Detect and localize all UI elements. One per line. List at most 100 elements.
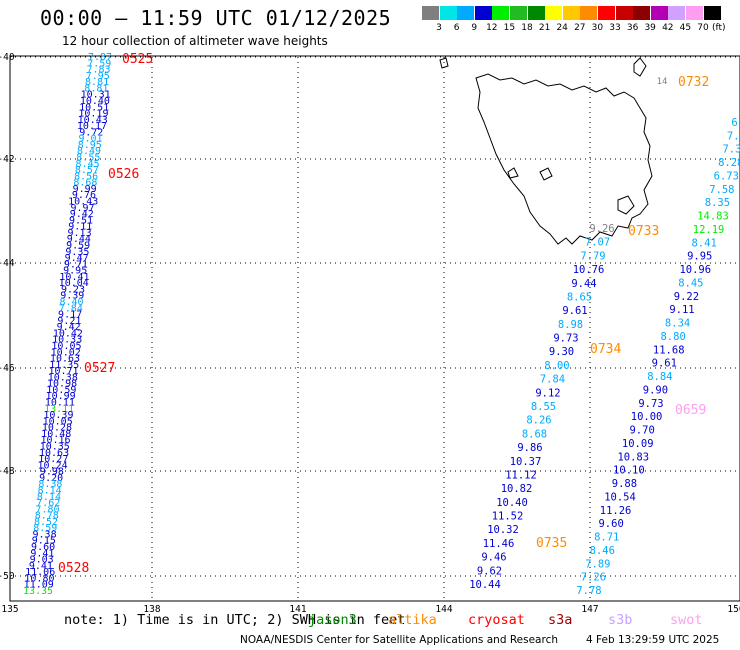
x-tick-label: 135: [1, 604, 18, 615]
swh-value: 10.37: [510, 456, 542, 468]
swh-value: 9.73: [553, 333, 578, 345]
map-title: 00:00 – 11:59 UTC 01/12/2025: [40, 6, 392, 30]
swh-value: 8.78: [35, 511, 59, 522]
swh-value: 9.88: [612, 478, 637, 490]
swh-value: 9.42: [57, 322, 81, 333]
swh-value: 11.06: [25, 567, 55, 578]
swh-value: 11.35: [49, 360, 79, 371]
legend-level: 27: [574, 23, 586, 33]
swh-value: 9.38: [33, 529, 57, 540]
swh-value: 7.84: [59, 303, 83, 314]
swh-value: 10.10: [613, 465, 645, 477]
swh-value: 9.41: [30, 548, 54, 559]
swh-value: 7.35: [722, 144, 740, 156]
x-tick-label: 144: [435, 604, 452, 615]
generated-timestamp: 4 Feb 13:29:59 UTC 2025: [586, 634, 720, 646]
legend-swatch: [580, 6, 598, 20]
swh-value: 10.35: [40, 442, 70, 453]
x-tick-label: 147: [581, 604, 598, 615]
swh-value: 8.57: [75, 165, 99, 176]
swh-value: 9.11: [669, 304, 694, 316]
legend-level: 24: [556, 23, 568, 33]
satellite-label-cryosat: cryosat: [468, 612, 525, 628]
swh-value: 8.35: [705, 197, 730, 209]
swh-value: 9.90: [643, 384, 668, 396]
y-tick-label: -40: [0, 52, 15, 63]
pass-time-label: 0733: [628, 224, 659, 239]
legend-swatch: [633, 6, 651, 20]
swh-value: 7.26: [581, 572, 606, 584]
legend-level: 12: [486, 23, 498, 33]
swh-value: 10.33: [52, 335, 82, 346]
swh-value: 10.02: [51, 347, 81, 358]
swh-value: 9.70: [629, 425, 654, 437]
pass-time-label: 0525: [122, 52, 153, 67]
track-east-top: 14: [657, 77, 668, 87]
swh-value: 10.32: [487, 524, 519, 536]
legend-swatch: [668, 6, 686, 20]
swh-value: 7.07: [585, 237, 610, 249]
swh-value: 10.96: [679, 264, 711, 276]
swh-value: 7.84: [540, 374, 565, 386]
legend-swatch: [457, 6, 475, 20]
swh-value: 7.62: [36, 498, 60, 509]
swh-value: 10.80: [24, 573, 54, 584]
track-west: 7.877.597.837.958.818.8110.3110.4010.511…: [23, 52, 153, 597]
swh-value: 8.84: [647, 371, 672, 383]
legend-level: 45: [679, 23, 692, 33]
swh-value: 10.39: [43, 410, 73, 421]
legend-swatch: [422, 6, 439, 20]
legend-swatch: [474, 6, 492, 20]
y-tick-label: -44: [0, 258, 15, 269]
swh-value: 7.33: [727, 130, 740, 142]
swh-value: 8.55: [76, 153, 100, 164]
legend-level: 15: [503, 23, 516, 33]
legend-swatch: [703, 6, 721, 20]
swh-value: 8.52: [34, 517, 58, 528]
swh-value: 10.42: [53, 328, 83, 339]
pass-time-label: 0527: [84, 361, 115, 376]
swh-value: 9.17: [58, 310, 82, 321]
coast-island: [617, 195, 635, 215]
swh-value: 7.59: [87, 58, 111, 69]
coast-lake: [507, 167, 519, 179]
swh-value: 9.13: [68, 228, 92, 239]
swh-value: 10.09: [622, 438, 654, 450]
swh-value: 9.30: [549, 346, 574, 358]
legend-level: 33: [609, 23, 621, 33]
swh-value: 9.47: [65, 253, 89, 264]
swh-value: 14: [657, 77, 668, 87]
swh-value: 10.27: [38, 454, 68, 465]
swh-value: 9.35: [65, 247, 89, 258]
legend-swatch: [527, 6, 545, 20]
map-frame: [9, 55, 740, 602]
legend-level: 30: [591, 23, 604, 33]
footer-note: note: 1) Time is in UTC; 2) SWH is in fe…: [64, 612, 406, 628]
legend-level: 3: [436, 23, 442, 33]
pass-time-label: 0659: [675, 403, 706, 418]
swh-value: 11.46: [483, 538, 515, 550]
coast-main: [475, 73, 653, 245]
swh-value: 9.97: [70, 203, 94, 214]
legend-level: 70: [697, 23, 709, 33]
swh-value: 10.00: [631, 411, 663, 423]
swh-value: 9.71: [64, 259, 88, 270]
swh-value: 10.82: [501, 483, 533, 495]
swh-value: 13.35: [23, 586, 53, 597]
legend-swatch: [686, 6, 703, 20]
swh-value: 9.60: [31, 542, 55, 553]
swh-value: 8.45: [678, 277, 703, 289]
y-tick-label: -50: [0, 571, 15, 582]
swh-value: 11.52: [492, 511, 524, 523]
swh-value: 8.95: [78, 140, 102, 151]
swh-value: 7.83: [86, 65, 110, 76]
swh-value: 9.03: [30, 555, 54, 566]
swh-value: 10.31: [81, 90, 111, 101]
track-east-b: 6.637.337.358.286.737.588.3514.8312.198.…: [576, 75, 740, 597]
swh-value: 7.58: [709, 184, 734, 196]
swh-value: 9.01: [78, 134, 102, 145]
swh-value: 9.41: [29, 561, 53, 572]
swh-value: 10.11: [45, 398, 75, 409]
swh-value: 10.59: [46, 385, 76, 396]
